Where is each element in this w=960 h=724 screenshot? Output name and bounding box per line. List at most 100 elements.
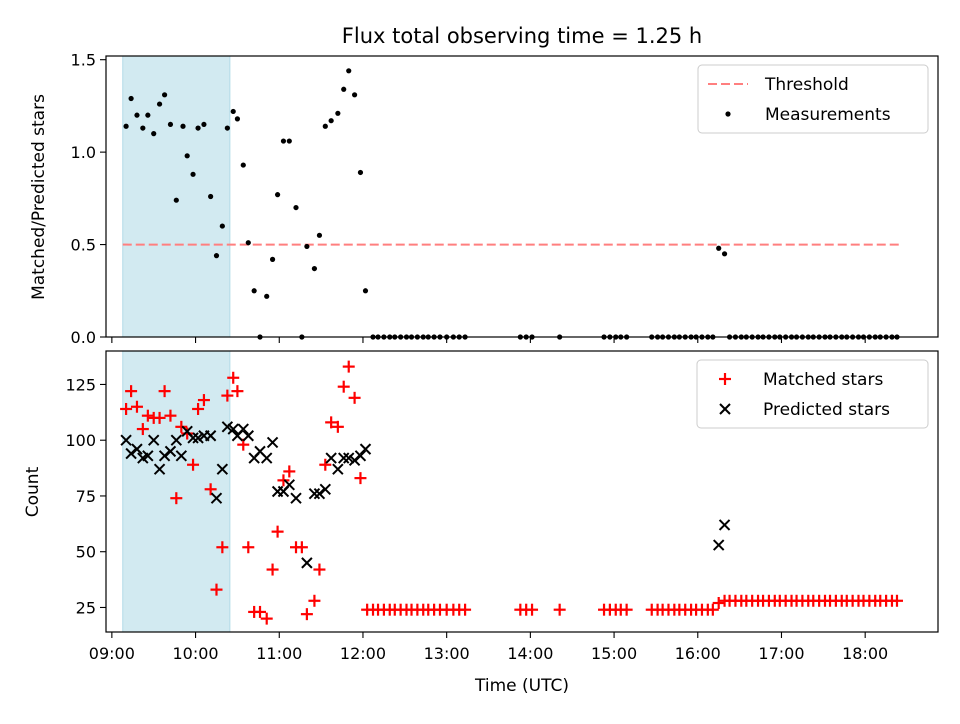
legend-predicted-swatch (719, 403, 731, 415)
predicted-star-point (148, 434, 160, 446)
measurement-point (173, 197, 179, 203)
measurement-point (190, 171, 196, 177)
matched-star-point (125, 385, 138, 398)
predicted-stars-points (120, 421, 731, 569)
measurement-point (156, 101, 163, 107)
predicted-star-point (175, 450, 188, 462)
measurement-point (264, 293, 270, 299)
bottom-x-ticks: 09:00 10:00 11:00 12:00 13:00 14:00 15:00 16:00… (89, 632, 888, 663)
top-legend-box (697, 64, 929, 134)
matched-star-point (553, 603, 566, 616)
x-tick-label: 17:00 (758, 644, 804, 663)
y-tick-label: 0.0 (71, 328, 96, 347)
predicted-star-point (343, 452, 355, 464)
matched-star-point (313, 563, 326, 576)
bottom-panel: 25 50 75 100 125 09:00 10:00 11:00 12:00 13:00 14… (23, 350, 939, 696)
matched-star-point (204, 483, 217, 496)
measurement-point (251, 288, 257, 294)
matched-star-point (130, 400, 143, 413)
matched-star-point (210, 583, 223, 596)
predicted-star-point (712, 539, 725, 551)
matched-star-point (187, 458, 200, 471)
x-axis-label: Time (UTC) (474, 676, 569, 696)
matched-star-point (337, 380, 350, 393)
matched-star-point (271, 525, 284, 538)
matched-star-point (181, 427, 194, 440)
legend-matched-swatch (719, 373, 731, 385)
matched-star-point (266, 563, 279, 576)
matched-star-point (277, 474, 290, 487)
legend-measurement-label: Measurements (765, 105, 891, 125)
bottom-axes-frame (105, 350, 939, 633)
measurement-point (721, 251, 728, 257)
predicted-star-point (221, 421, 234, 433)
bottom-legend-box (696, 359, 929, 429)
measurement-point (180, 123, 186, 129)
top-legend: Threshold Measurements (697, 64, 929, 134)
predicted-star-point (301, 557, 313, 569)
top-y-ticks: 0.0 0.5 1.0 1.5 (71, 51, 106, 347)
measurement-point (274, 192, 281, 198)
y-tick-label: 75 (76, 487, 96, 506)
matched-star-point (120, 402, 133, 415)
matched-star-point (231, 385, 244, 398)
measurement-point (184, 153, 190, 159)
top-y-axis-label: Matched/Predicted stars (29, 94, 49, 300)
measurement-point (245, 240, 251, 246)
measurement-point (234, 116, 241, 122)
predicted-star-point (131, 443, 143, 455)
measurement-point (716, 245, 722, 251)
measurement-point (328, 118, 334, 124)
top-axes-frame (105, 55, 939, 338)
matched-star-point (153, 411, 166, 424)
predicted-star-point (266, 436, 279, 449)
matched-star-point (136, 423, 149, 436)
bottom-y-ticks: 25 50 75 100 125 (65, 375, 106, 617)
matched-star-point (158, 385, 171, 398)
x-tick-label: 18:00 (842, 644, 888, 663)
predicted-star-point (332, 463, 344, 475)
matched-star-point (331, 420, 344, 433)
measurement-point (335, 110, 341, 116)
predicted-star-point (718, 519, 731, 531)
predicted-star-point (210, 492, 223, 504)
measurement-point (161, 92, 168, 98)
y-tick-label: 1.0 (71, 143, 96, 162)
legend-threshold-label: Threshold (764, 75, 849, 95)
predicted-star-point (338, 452, 350, 464)
measurement-point (167, 121, 174, 128)
predicted-star-point (242, 430, 255, 442)
predicted-star-point (192, 432, 204, 444)
matched-star-point (283, 465, 296, 478)
matched-star-point (216, 541, 229, 554)
predicted-star-point (319, 483, 332, 495)
matched-star-point (170, 492, 183, 505)
measurement-point (322, 123, 328, 129)
measurement-point (230, 108, 236, 115)
legend-measurement-swatch (725, 111, 731, 117)
x-tick-label: 09:00 (89, 644, 135, 663)
y-tick-label: 0.5 (71, 236, 96, 255)
predicted-star-point (261, 452, 273, 464)
y-tick-label: 125 (65, 375, 96, 394)
matched-star-point (227, 371, 240, 384)
measurement-point (286, 138, 292, 144)
x-tick-label: 11:00 (256, 644, 302, 663)
predicted-star-point (204, 430, 217, 442)
measurement-point (341, 86, 347, 92)
x-tick-label: 14:00 (507, 644, 553, 663)
predicted-star-point (359, 443, 372, 455)
measurement-point (269, 256, 276, 262)
y-tick-label: 100 (65, 431, 96, 450)
predicted-star-point (227, 423, 239, 435)
predicted-star-point (308, 488, 321, 500)
measurement-point (134, 112, 140, 118)
matched-star-point (175, 420, 188, 433)
legend-matched-label: Matched stars (763, 370, 883, 390)
predicted-star-point (216, 463, 229, 475)
top-x-ticks (111, 337, 866, 343)
measurement-point (195, 125, 201, 131)
y-tick-label: 1.5 (71, 51, 96, 70)
matched-star-point (620, 603, 633, 616)
predicted-star-point (290, 492, 302, 504)
